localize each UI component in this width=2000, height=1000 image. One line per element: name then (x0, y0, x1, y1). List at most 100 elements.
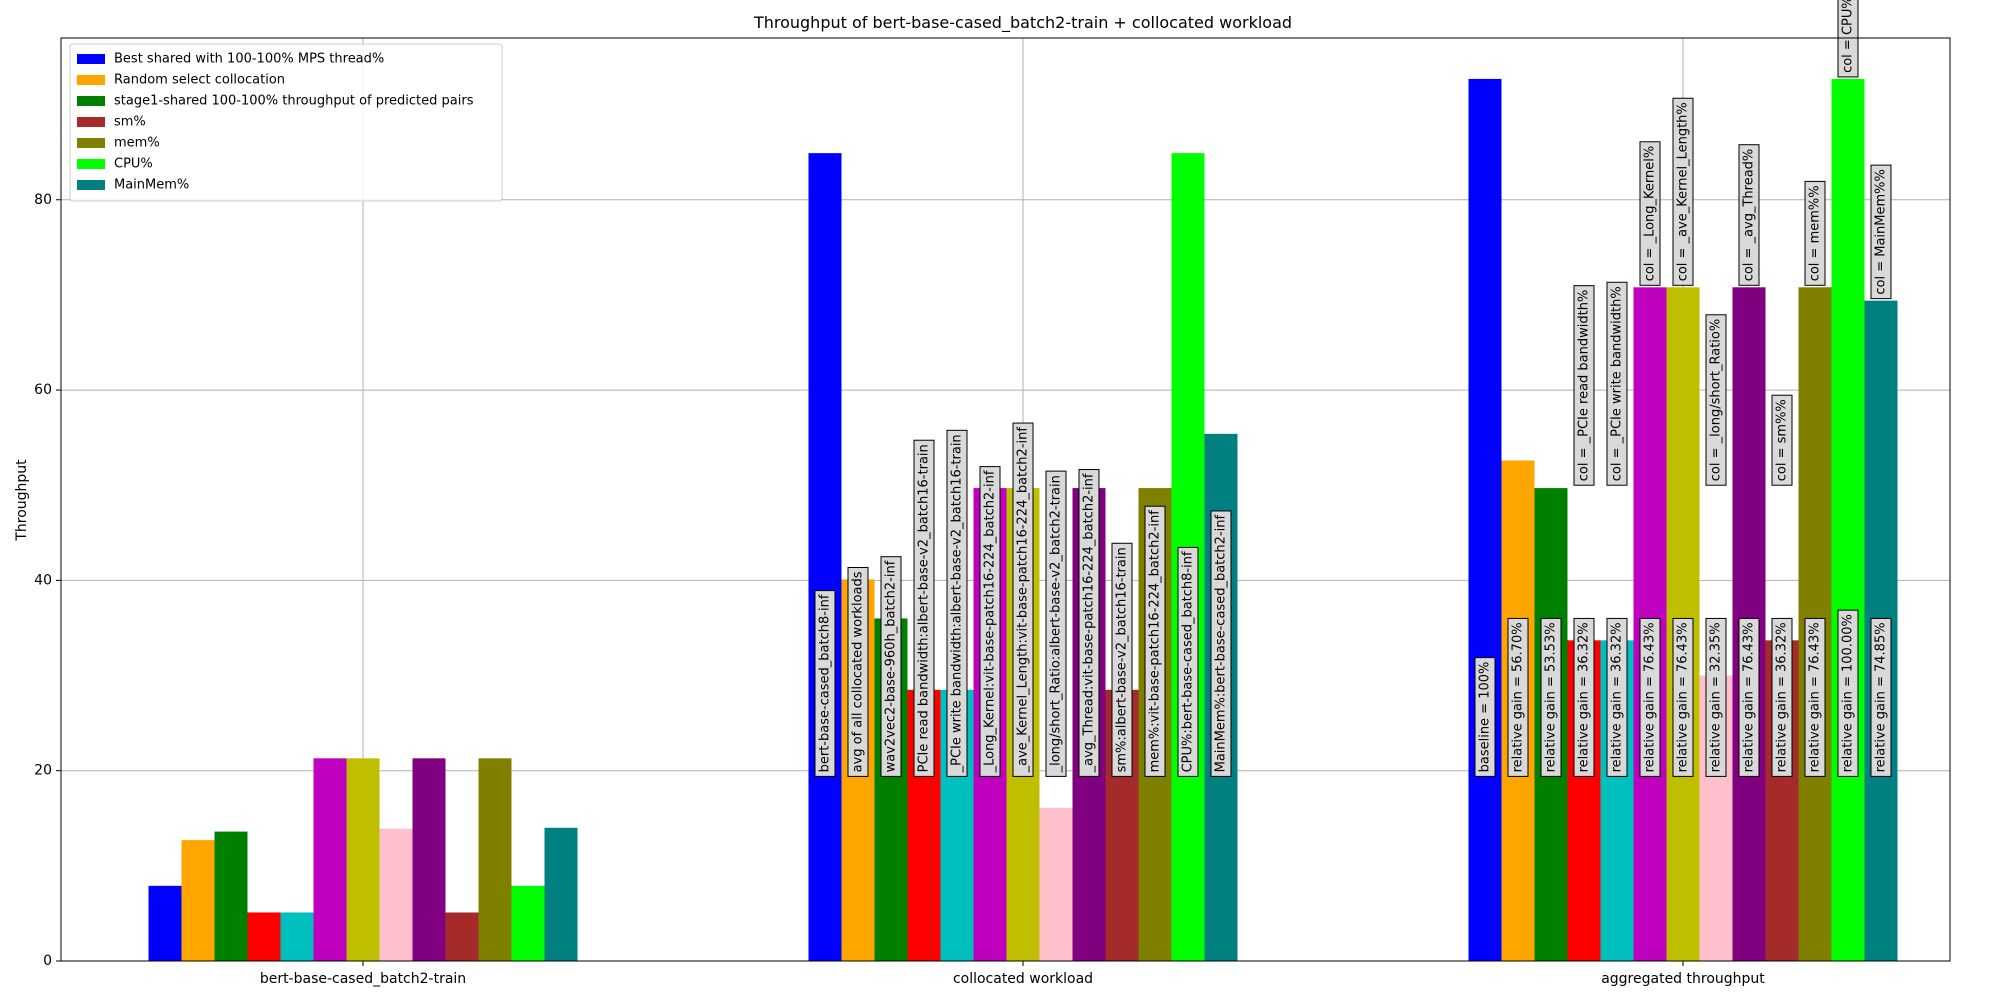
bar-annotation: col = sm%% (1771, 394, 1793, 486)
bar-annotation: relative gain = 74.85% (1870, 617, 1892, 777)
annotation-label: col = _ave_Kernel_Length% (1676, 102, 1691, 281)
bar-annotation: MainMem%:bert-base-cased_batch2-inf (1210, 510, 1232, 777)
bar (313, 758, 347, 961)
y-tick-label: 60 (34, 382, 52, 398)
bar (412, 758, 446, 961)
bar-annotation: col = _avg_Thread% (1738, 144, 1760, 286)
annotation-label: wav2vec2-base-960h_batch2-inf (884, 560, 899, 772)
bar-annotation: baseline = 100% (1474, 657, 1496, 777)
bar (214, 831, 248, 961)
annotation-box (1573, 285, 1595, 486)
y-tick-label: 80 (34, 192, 52, 208)
bar (445, 912, 479, 961)
annotation-box (1639, 141, 1661, 286)
annotation-label: relative gain = 74.85% (1874, 622, 1889, 772)
annotation-label: relative gain = 100.00% (1841, 614, 1856, 772)
annotation-label: _ave_Kernel_Length:vit-base-patch16-224_… (1016, 427, 1031, 774)
bar-annotation: col = _PCIe write bandwidth% (1606, 281, 1628, 486)
bar (148, 885, 182, 961)
annotation-label: col = sm%% (1775, 399, 1790, 481)
annotation-label: relative gain = 76.43% (1742, 622, 1757, 772)
annotation-label: avg of all collocated workloads (851, 571, 866, 772)
bar (1039, 807, 1073, 961)
bar-annotation: _avg_Thread:vit-base-patch16-224_batch2-… (1078, 469, 1100, 777)
bar (1468, 78, 1502, 961)
bar-annotation: col = _ave_Kernel_Length% (1672, 97, 1694, 286)
annotation-label: relative gain = 76.43% (1676, 622, 1691, 772)
annotation-box (1738, 144, 1760, 286)
legend: Best shared with 100-100% MPS thread% Ran… (69, 43, 503, 202)
annotation-box (1177, 546, 1199, 777)
bar-annotations: bert-base-cased_batch8-inf avg of all col… (814, 0, 1892, 777)
bar (346, 758, 380, 961)
legend-entry: Random select collocation (114, 73, 285, 88)
bar (808, 153, 842, 962)
bar (511, 885, 545, 961)
chart-title: Throughput of bert-base-cased_batch2-tra… (753, 13, 1292, 33)
bar-annotation: relative gain = 76.43% (1738, 617, 1760, 777)
bar-annotation: relative gain = 56.70% (1507, 617, 1529, 777)
annotation-box (979, 466, 1001, 777)
legend-swatch (77, 54, 105, 64)
annotation-box (1639, 617, 1661, 777)
annotation-label: _PCIe write bandwidth:albert-base-v2_bat… (950, 434, 965, 773)
annotation-box (1738, 617, 1760, 777)
bar (247, 912, 281, 961)
annotation-label: relative gain = 76.43% (1643, 622, 1658, 772)
annotation-label: relative gain = 56.70% (1511, 622, 1526, 772)
legend-swatch (77, 96, 105, 106)
annotation-label: _long/short_Ratio:albert-base-v2_batch2-… (1049, 475, 1064, 773)
bar-annotation: col = _Long_Kernel% (1639, 141, 1661, 286)
bar (544, 827, 578, 961)
annotation-label: col = _avg_Thread% (1742, 149, 1757, 282)
bar (181, 840, 215, 961)
bar-annotation: wav2vec2-base-960h_batch2-inf (880, 556, 902, 777)
annotation-box (1606, 617, 1628, 777)
annotation-box (1870, 164, 1892, 300)
bar-annotation: PCIe read bandwidth:albert-base-v2_batch… (913, 439, 935, 777)
legend-swatch (77, 117, 105, 127)
annotation-label: relative gain = 36.32% (1775, 622, 1790, 772)
y-tick-label: 40 (34, 572, 52, 588)
annotation-label: col = _PCIe read bandwidth% (1577, 290, 1592, 482)
annotation-label: CPU%:bert-base-cased_batch8-inf (1181, 551, 1196, 772)
annotation-box (1210, 510, 1232, 777)
annotation-label: relative gain = 76.43% (1808, 622, 1823, 772)
legend-entry: CPU% (114, 157, 153, 172)
bar (379, 828, 413, 961)
annotation-label: col = mem%% (1808, 185, 1823, 281)
legend-swatch (77, 180, 105, 190)
legend-entry: Best shared with 100-100% MPS thread% (114, 52, 384, 67)
annotation-box (1573, 617, 1595, 777)
annotation-box (1672, 97, 1694, 286)
y-tick-label: 20 (34, 763, 52, 779)
x-tick-label: aggregated throughput (1601, 971, 1765, 987)
bar-annotation: relative gain = 53.53% (1540, 617, 1562, 777)
annotation-label: mem%:vit-base-patch16-224_batch2-inf (1148, 510, 1163, 773)
bar-annotation: relative gain = 36.32% (1771, 617, 1793, 777)
annotation-box (1507, 617, 1529, 777)
annotation-label: relative gain = 53.53% (1544, 622, 1559, 772)
bar (280, 912, 314, 961)
annotation-box (913, 439, 935, 777)
annotation-box (1705, 617, 1727, 777)
legend-entry: MainMem% (114, 178, 189, 193)
bar-annotation: _PCIe write bandwidth:albert-base-v2_bat… (946, 429, 968, 777)
annotation-box (1837, 609, 1859, 777)
annotation-label: _Long_Kernel:vit-base-patch16-224_batch2… (983, 470, 998, 773)
annotation-label: relative gain = 32.35% (1709, 622, 1724, 772)
x-tick-label: collocated workload (953, 971, 1093, 987)
bar-annotation: col = _long/short_Ratio% (1705, 314, 1727, 486)
annotation-box (1474, 657, 1496, 777)
bar-annotation: mem%:vit-base-patch16-224_batch2-inf (1144, 505, 1166, 777)
annotation-label: col = _Long_Kernel% (1643, 146, 1658, 282)
annotation-box (1012, 422, 1034, 777)
bar (478, 758, 512, 961)
bar-annotation: relative gain = 36.32% (1606, 617, 1628, 777)
y-tick-label: 0 (43, 953, 52, 969)
bar-annotation: relative gain = 100.00% (1837, 609, 1859, 777)
annotation-box (1045, 470, 1067, 777)
bar-annotation: _ave_Kernel_Length:vit-base-patch16-224_… (1012, 422, 1034, 777)
annotation-label: baseline = 100% (1478, 662, 1493, 773)
